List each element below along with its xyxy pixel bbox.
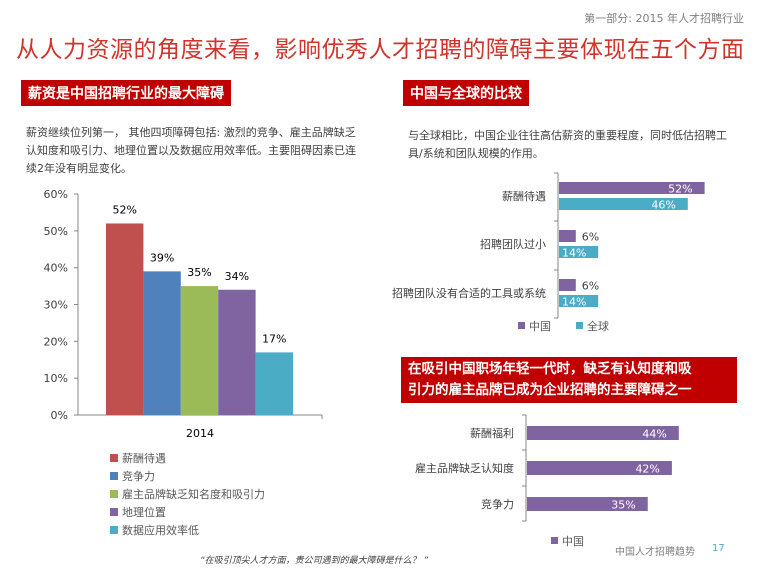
salary-obstacle-chart: 0% 10% 20% 30% 40% 50% 60% 2014 52% 39% 35% 34% 17% <box>44 188 323 440</box>
left-description: 薪资继续位列第一， 其他四项障碍包括: 激烈的竞争、雇主品牌缺乏认知度和吸引力、… <box>26 126 356 175</box>
bar-china <box>527 461 672 475</box>
bar-label: 6% <box>582 231 599 244</box>
y-tick-label: 20% <box>44 335 68 348</box>
y-tick-label: 10% <box>44 372 68 385</box>
legend-label: 中国 <box>529 320 551 333</box>
bar-label: 39% <box>150 251 174 264</box>
right-top-description: 与全球相比，中国企业往往高估薪资的重要程度，同时低估招聘工具/系统和团队规模的作… <box>408 129 727 160</box>
legend-swatch <box>110 454 118 462</box>
right-top-heading: 中国与全球的比较 <box>403 80 529 106</box>
legend-item: 地理位置 <box>110 504 166 520</box>
legend-swatch <box>518 322 525 329</box>
y-tick-label: 60% <box>44 188 68 201</box>
bar-label: 14% <box>562 247 586 260</box>
legend-label: 数据应用效率低 <box>122 524 199 537</box>
category-label: 招聘团队没有合适的工具或系统 <box>392 286 546 300</box>
legend-item: 竞争力 <box>110 468 155 484</box>
legend-label: 全球 <box>587 319 609 333</box>
category-label: 薪酬待遇 <box>502 189 546 203</box>
bar-label: 6% <box>582 280 599 293</box>
bar-china <box>559 182 705 194</box>
y-tick-label: 30% <box>44 299 68 312</box>
survey-question-quote: “在吸引顶尖人才方面，贵公司遇到的最大障碍是什么？ ” <box>200 556 429 566</box>
legend-label: 雇主品牌缺乏知名度和吸引力 <box>122 488 265 501</box>
bar-1 <box>106 223 144 415</box>
legend-label: 中国 <box>562 535 584 548</box>
legend-item: 薪酬待遇 <box>110 450 166 466</box>
category-label: 竞争力 <box>481 497 514 511</box>
legend-swatch <box>110 526 118 534</box>
category-label: 招聘团队过小 <box>480 237 546 251</box>
bar-3 <box>180 286 219 415</box>
bar-label: 52% <box>668 183 692 196</box>
category-label: 雇主品牌缺乏认知度 <box>415 461 514 475</box>
bar-global <box>559 246 599 258</box>
bar-global <box>559 295 599 307</box>
bar-china <box>527 497 648 511</box>
right-bottom-heading-line2: 引力的雇主品牌已成为企业招聘的主要障碍之一 <box>408 382 692 398</box>
legend-item: 数据应用效率低 <box>110 522 199 538</box>
bar-label: 35% <box>187 266 211 279</box>
bar-china <box>559 230 576 242</box>
legend-label: 薪酬待遇 <box>122 452 166 465</box>
right-bottom-heading: 在吸引中国职场年轻一代时，缺乏有认知度和吸 引力的雇主品牌已成为企业招聘的主要障… <box>401 357 737 403</box>
left-heading: 薪资是中国招聘行业的最大障碍 <box>21 80 231 106</box>
x-tick-label: 2014 <box>186 427 214 440</box>
category-label: 薪酬福利 <box>470 426 514 440</box>
bar-china <box>527 426 679 440</box>
legend-label: 地理位置 <box>122 506 166 519</box>
right-bottom-heading-line1: 在吸引中国职场年轻一代时，缺乏有认知度和吸 <box>408 361 692 377</box>
legend-item: 雇主品牌缺乏知名度和吸引力 <box>110 486 265 502</box>
legend-swatch <box>551 537 558 544</box>
bar-label: 34% <box>225 270 249 283</box>
bar-label: 44% <box>642 428 666 441</box>
y-tick-label: 50% <box>44 225 68 238</box>
bar-2 <box>143 271 181 415</box>
bar-label: 52% <box>112 203 136 216</box>
page-title: 从人力资源的角度来看，影响优秀人才招聘的障碍主要体现在五个方面 <box>16 37 745 63</box>
bar-4 <box>218 289 256 415</box>
bar-label: 14% <box>562 296 586 309</box>
legend-label: 竞争力 <box>122 470 155 483</box>
employer-brand-chart: 薪酬福利 44% 雇主品牌缺乏认知度 42% 竞争力 35% 中国 <box>415 414 679 548</box>
bar-label: 17% <box>262 332 286 345</box>
footer-brand: 中国人才招聘趋势 <box>615 547 695 558</box>
legend-swatch <box>110 490 118 498</box>
bar-china <box>559 279 576 291</box>
legend-swatch <box>576 322 583 329</box>
y-tick-label: 40% <box>44 262 68 275</box>
page-number: 17 <box>712 543 725 554</box>
bar-5 <box>255 352 293 415</box>
legend-swatch <box>110 472 118 480</box>
bar-label: 46% <box>651 199 675 212</box>
section-label: 第一部分: 2015 年人才招聘行业 <box>584 12 744 25</box>
y-tick-label: 0% <box>51 409 68 422</box>
bar-global <box>559 198 688 210</box>
legend-swatch <box>110 508 118 516</box>
bar-label: 42% <box>635 463 659 476</box>
bar-label: 35% <box>611 499 635 512</box>
china-global-comparison-chart: 薪酬待遇 52% 46% 招聘团队过小 6% 14% 招聘团队没有合适的工具或系统 6% 14%… <box>392 172 705 333</box>
